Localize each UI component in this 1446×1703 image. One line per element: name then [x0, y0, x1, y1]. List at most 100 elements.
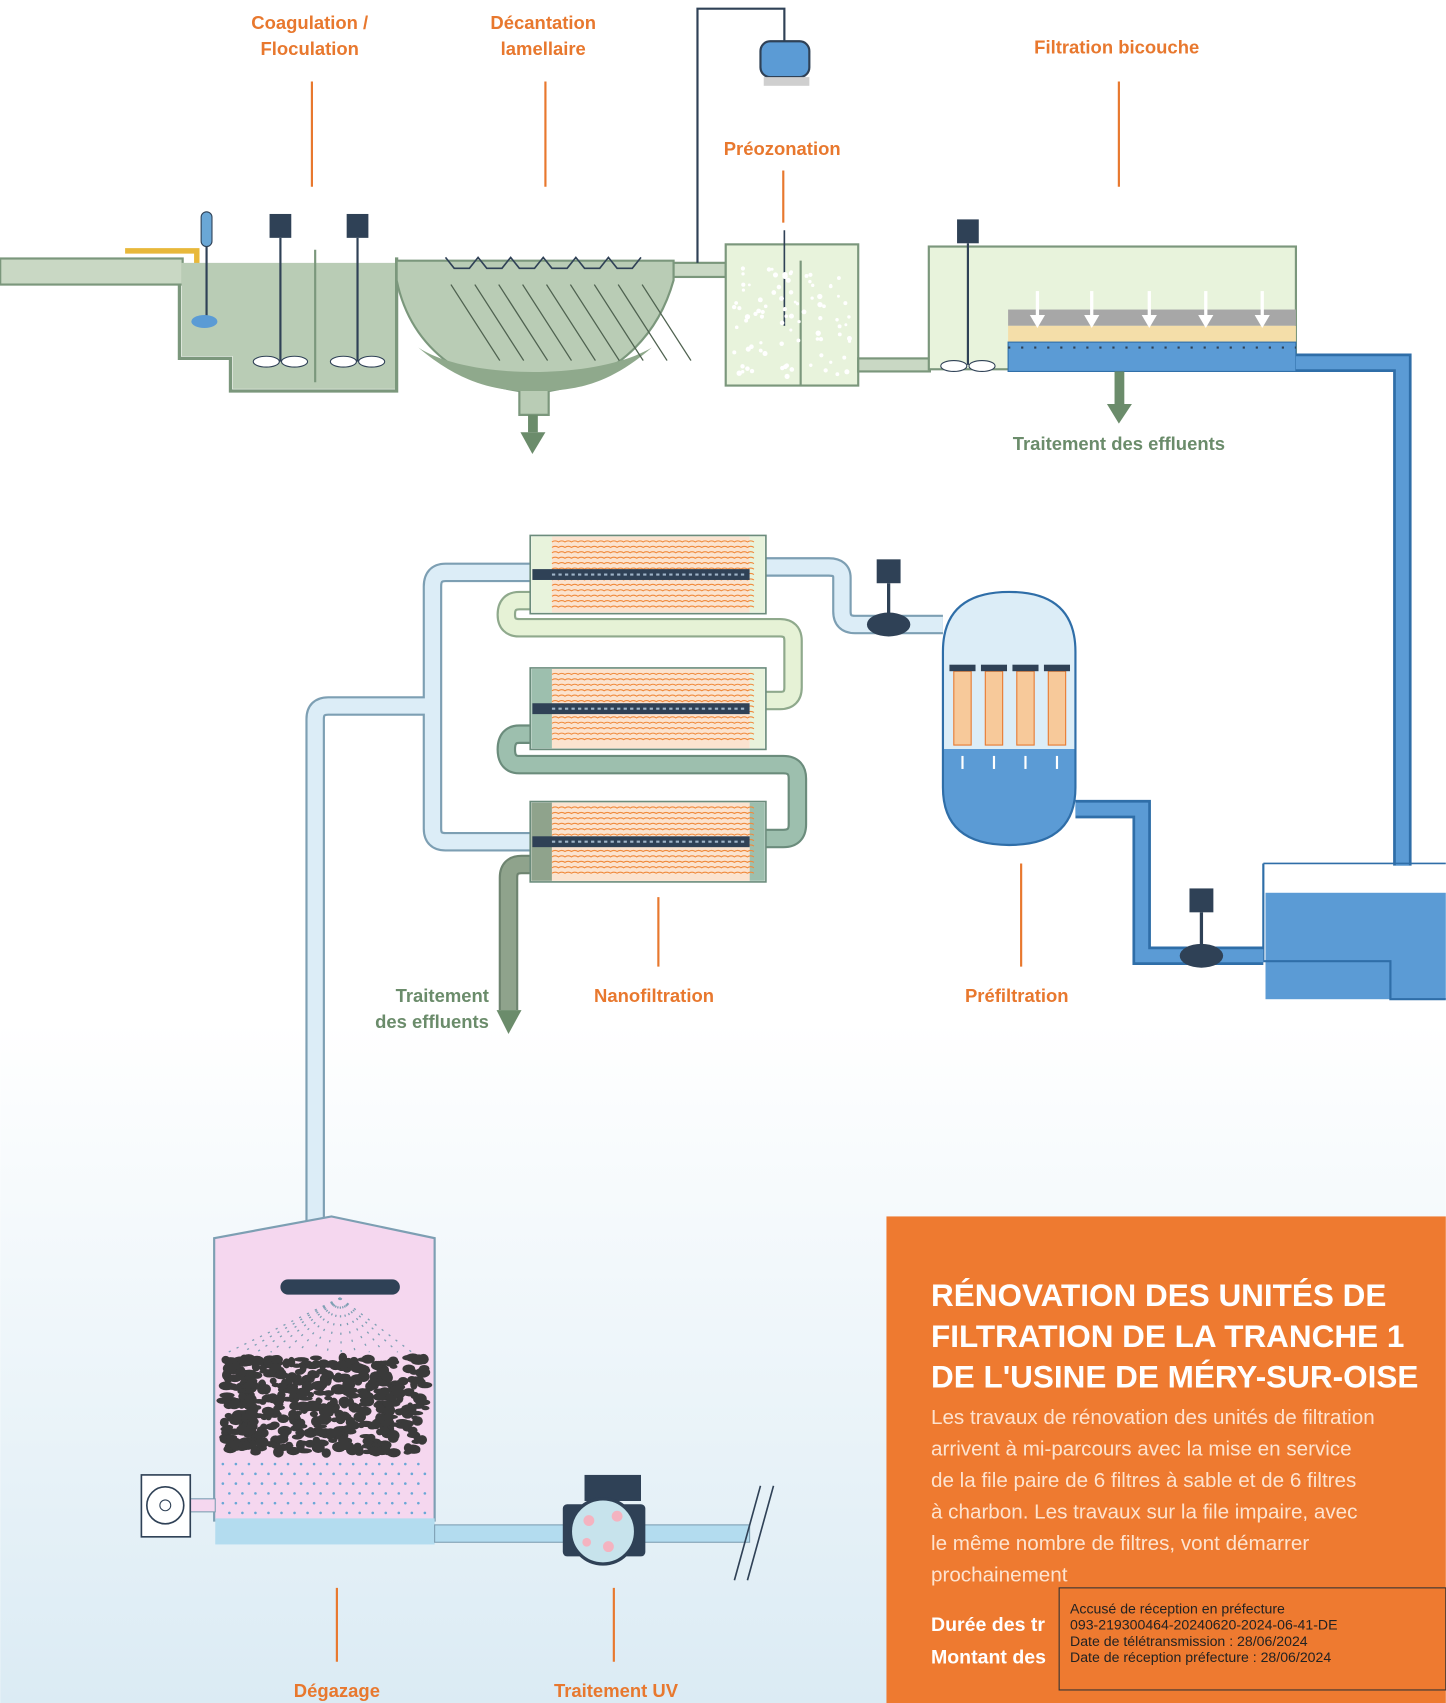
droplet — [332, 1511, 335, 1515]
packing-piece — [222, 1394, 231, 1403]
droplet — [384, 1472, 388, 1476]
bubble — [779, 320, 785, 326]
droplet — [267, 1511, 270, 1515]
lamella — [593, 284, 644, 361]
membrane-wave — [551, 540, 755, 543]
cartridge — [984, 670, 1004, 746]
bubble — [747, 283, 751, 287]
membrane-wave — [551, 694, 755, 697]
bubble — [822, 304, 826, 309]
packing-piece — [316, 1414, 332, 1425]
bubble — [817, 301, 823, 308]
droplet — [338, 1482, 342, 1485]
equipment-part — [346, 213, 369, 238]
equipment-part — [520, 432, 546, 454]
droplet — [351, 1482, 355, 1485]
packing-piece — [346, 1397, 355, 1408]
droplet — [273, 1482, 277, 1485]
droplet — [390, 1501, 394, 1505]
packing-piece — [410, 1379, 418, 1390]
lamella — [474, 284, 525, 361]
droplet — [306, 1511, 309, 1515]
packing-piece — [398, 1407, 413, 1414]
flow-arrow-head — [1198, 314, 1214, 329]
equipment-part — [498, 726, 806, 847]
packing-piece — [413, 1431, 421, 1441]
droplet — [384, 1492, 388, 1495]
stage-label: Coagulation / — [251, 12, 368, 33]
equipment-part — [940, 360, 968, 372]
bubble — [782, 272, 788, 278]
bubble — [788, 271, 793, 276]
membrane-wave — [551, 860, 755, 864]
packing-piece — [366, 1433, 376, 1442]
bubble — [808, 272, 813, 277]
bubble — [749, 368, 755, 374]
bubble — [835, 318, 839, 322]
lamella — [569, 284, 620, 361]
bubble — [784, 373, 790, 379]
bubble — [759, 314, 765, 319]
droplet — [234, 1482, 238, 1485]
packing-piece — [245, 1388, 255, 1393]
packing-piece — [286, 1446, 301, 1456]
bubble — [753, 311, 758, 317]
droplet — [280, 1511, 283, 1515]
bubble — [796, 338, 801, 343]
packing-piece — [312, 1429, 327, 1436]
bubble — [809, 363, 813, 367]
bubble — [817, 293, 823, 300]
droplet — [332, 1472, 335, 1476]
bubble — [789, 367, 795, 372]
membrane-wave — [551, 683, 755, 686]
packing-piece — [247, 1412, 256, 1423]
droplet — [325, 1462, 329, 1466]
packing-piece — [227, 1400, 241, 1410]
equipment-part — [450, 284, 692, 361]
bubble — [734, 301, 739, 305]
droplet — [358, 1492, 362, 1495]
membrane-wave — [551, 727, 755, 730]
cartridge — [1047, 670, 1067, 746]
packing-piece — [320, 1361, 336, 1368]
packing-piece — [381, 1442, 391, 1453]
equipment-part — [746, 1485, 775, 1581]
equipment-part — [582, 1537, 592, 1547]
bubble — [740, 370, 745, 374]
droplet — [306, 1472, 309, 1476]
info-body: de la file paire de 6 filtres à sable et… — [931, 1469, 1356, 1492]
equipment-part — [221, 1462, 427, 1515]
permeate-tube — [532, 836, 750, 848]
bubble — [837, 332, 842, 337]
droplet — [404, 1501, 407, 1505]
droplet — [423, 1511, 427, 1515]
spray — [339, 1297, 413, 1353]
spray — [227, 1297, 341, 1353]
bubble — [757, 297, 763, 303]
packing-piece — [313, 1439, 329, 1447]
equipment-part — [159, 1499, 172, 1512]
droplet — [410, 1511, 414, 1515]
packing-piece — [261, 1406, 275, 1416]
droplet — [377, 1482, 381, 1485]
droplet — [312, 1482, 316, 1485]
packing-piece — [260, 1384, 271, 1395]
stage-label: Traitement — [396, 985, 489, 1006]
packing-piece — [309, 1410, 318, 1418]
membrane-wave — [551, 699, 755, 703]
membrane-wave — [551, 545, 755, 549]
droplet — [267, 1492, 270, 1495]
packing-piece — [269, 1377, 277, 1385]
droplet — [221, 1482, 225, 1485]
flow-arrow-head — [1141, 314, 1157, 329]
droplet — [234, 1462, 238, 1466]
membrane-wave — [551, 817, 755, 820]
bubble — [837, 294, 840, 298]
equipment-part — [763, 77, 810, 86]
packing-piece — [301, 1376, 312, 1382]
packing-piece — [297, 1448, 312, 1454]
packing-piece — [421, 1405, 430, 1411]
equipment-part — [215, 1518, 435, 1545]
bubble — [810, 296, 814, 300]
bubble — [772, 272, 779, 278]
